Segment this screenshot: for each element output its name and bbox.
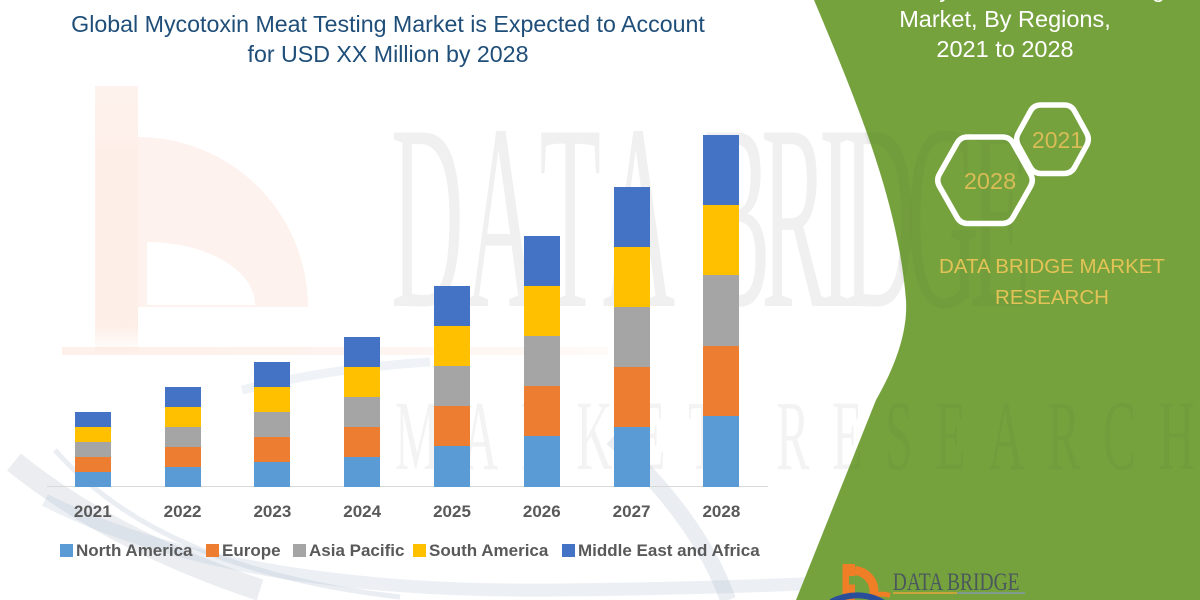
svg-text:2021: 2021 [1032,127,1083,153]
svg-text:MARKET RESEARCH: MARKET RESEARCH [894,598,1061,600]
svg-text:2028: 2028 [964,168,1016,194]
svg-text:DATA BRIDGE: DATA BRIDGE [893,568,1020,596]
